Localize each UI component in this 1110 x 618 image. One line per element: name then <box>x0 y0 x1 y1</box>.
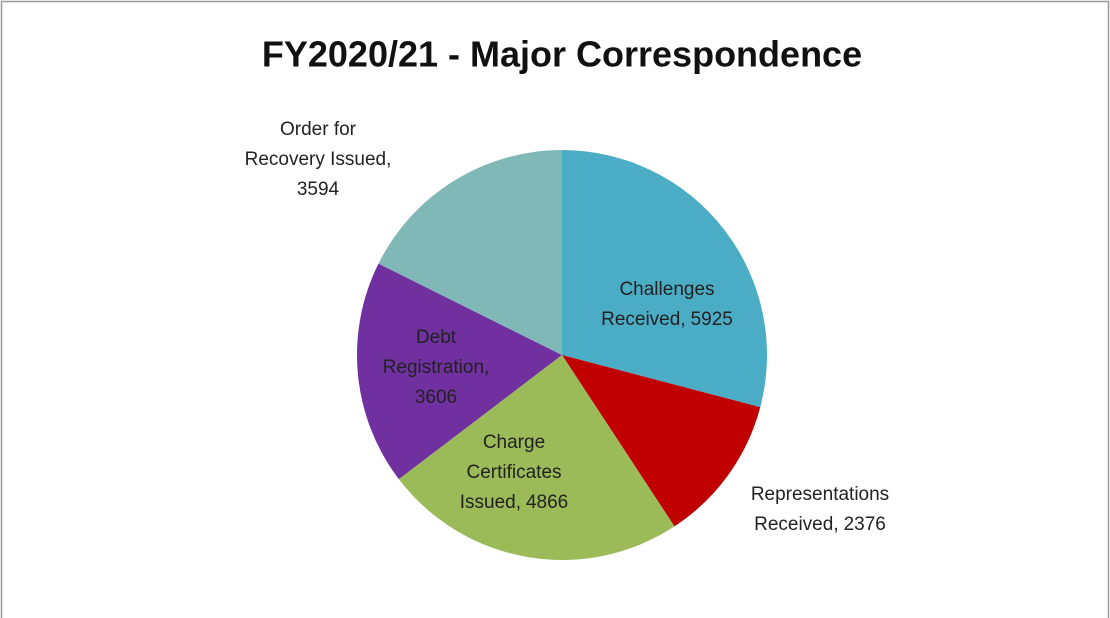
data-label: Representations Received, 2376 <box>751 484 889 535</box>
label-category: Recovery Issued, <box>245 149 392 170</box>
chart-title: FY2020/21 - Major Correspondence <box>262 34 862 75</box>
label-category: Challenges <box>619 279 714 300</box>
pie-slice <box>378 150 562 355</box>
label-value: 4866 <box>526 492 568 513</box>
label-category: Received, <box>754 514 839 535</box>
pie-slice <box>398 355 675 560</box>
data-label: Challenges Received, 5925 <box>601 279 733 330</box>
label-category: Order for <box>280 119 357 140</box>
data-label: Charge Certificates Issued, 4866 <box>460 432 569 513</box>
label-value: 2376 <box>844 514 886 535</box>
label-category: Received, <box>601 309 686 330</box>
label-value: 5925 <box>691 309 733 330</box>
label-category: Registration, <box>383 357 490 378</box>
label-value: 3594 <box>297 179 340 200</box>
pie <box>357 150 767 560</box>
pie-slice <box>562 150 767 408</box>
pie-slice <box>357 263 562 480</box>
label-category: Debt <box>416 327 457 348</box>
label-category: Certificates <box>466 462 561 483</box>
data-label: Order for Recovery Issued, 3594 <box>245 119 392 200</box>
label-category: Issued, <box>460 492 521 513</box>
label-value: 3606 <box>415 387 457 408</box>
data-label: Debt Registration, 3606 <box>383 327 490 408</box>
label-category: Representations <box>751 484 889 505</box>
label-category: Charge <box>483 432 545 453</box>
pie-slice <box>562 355 761 527</box>
